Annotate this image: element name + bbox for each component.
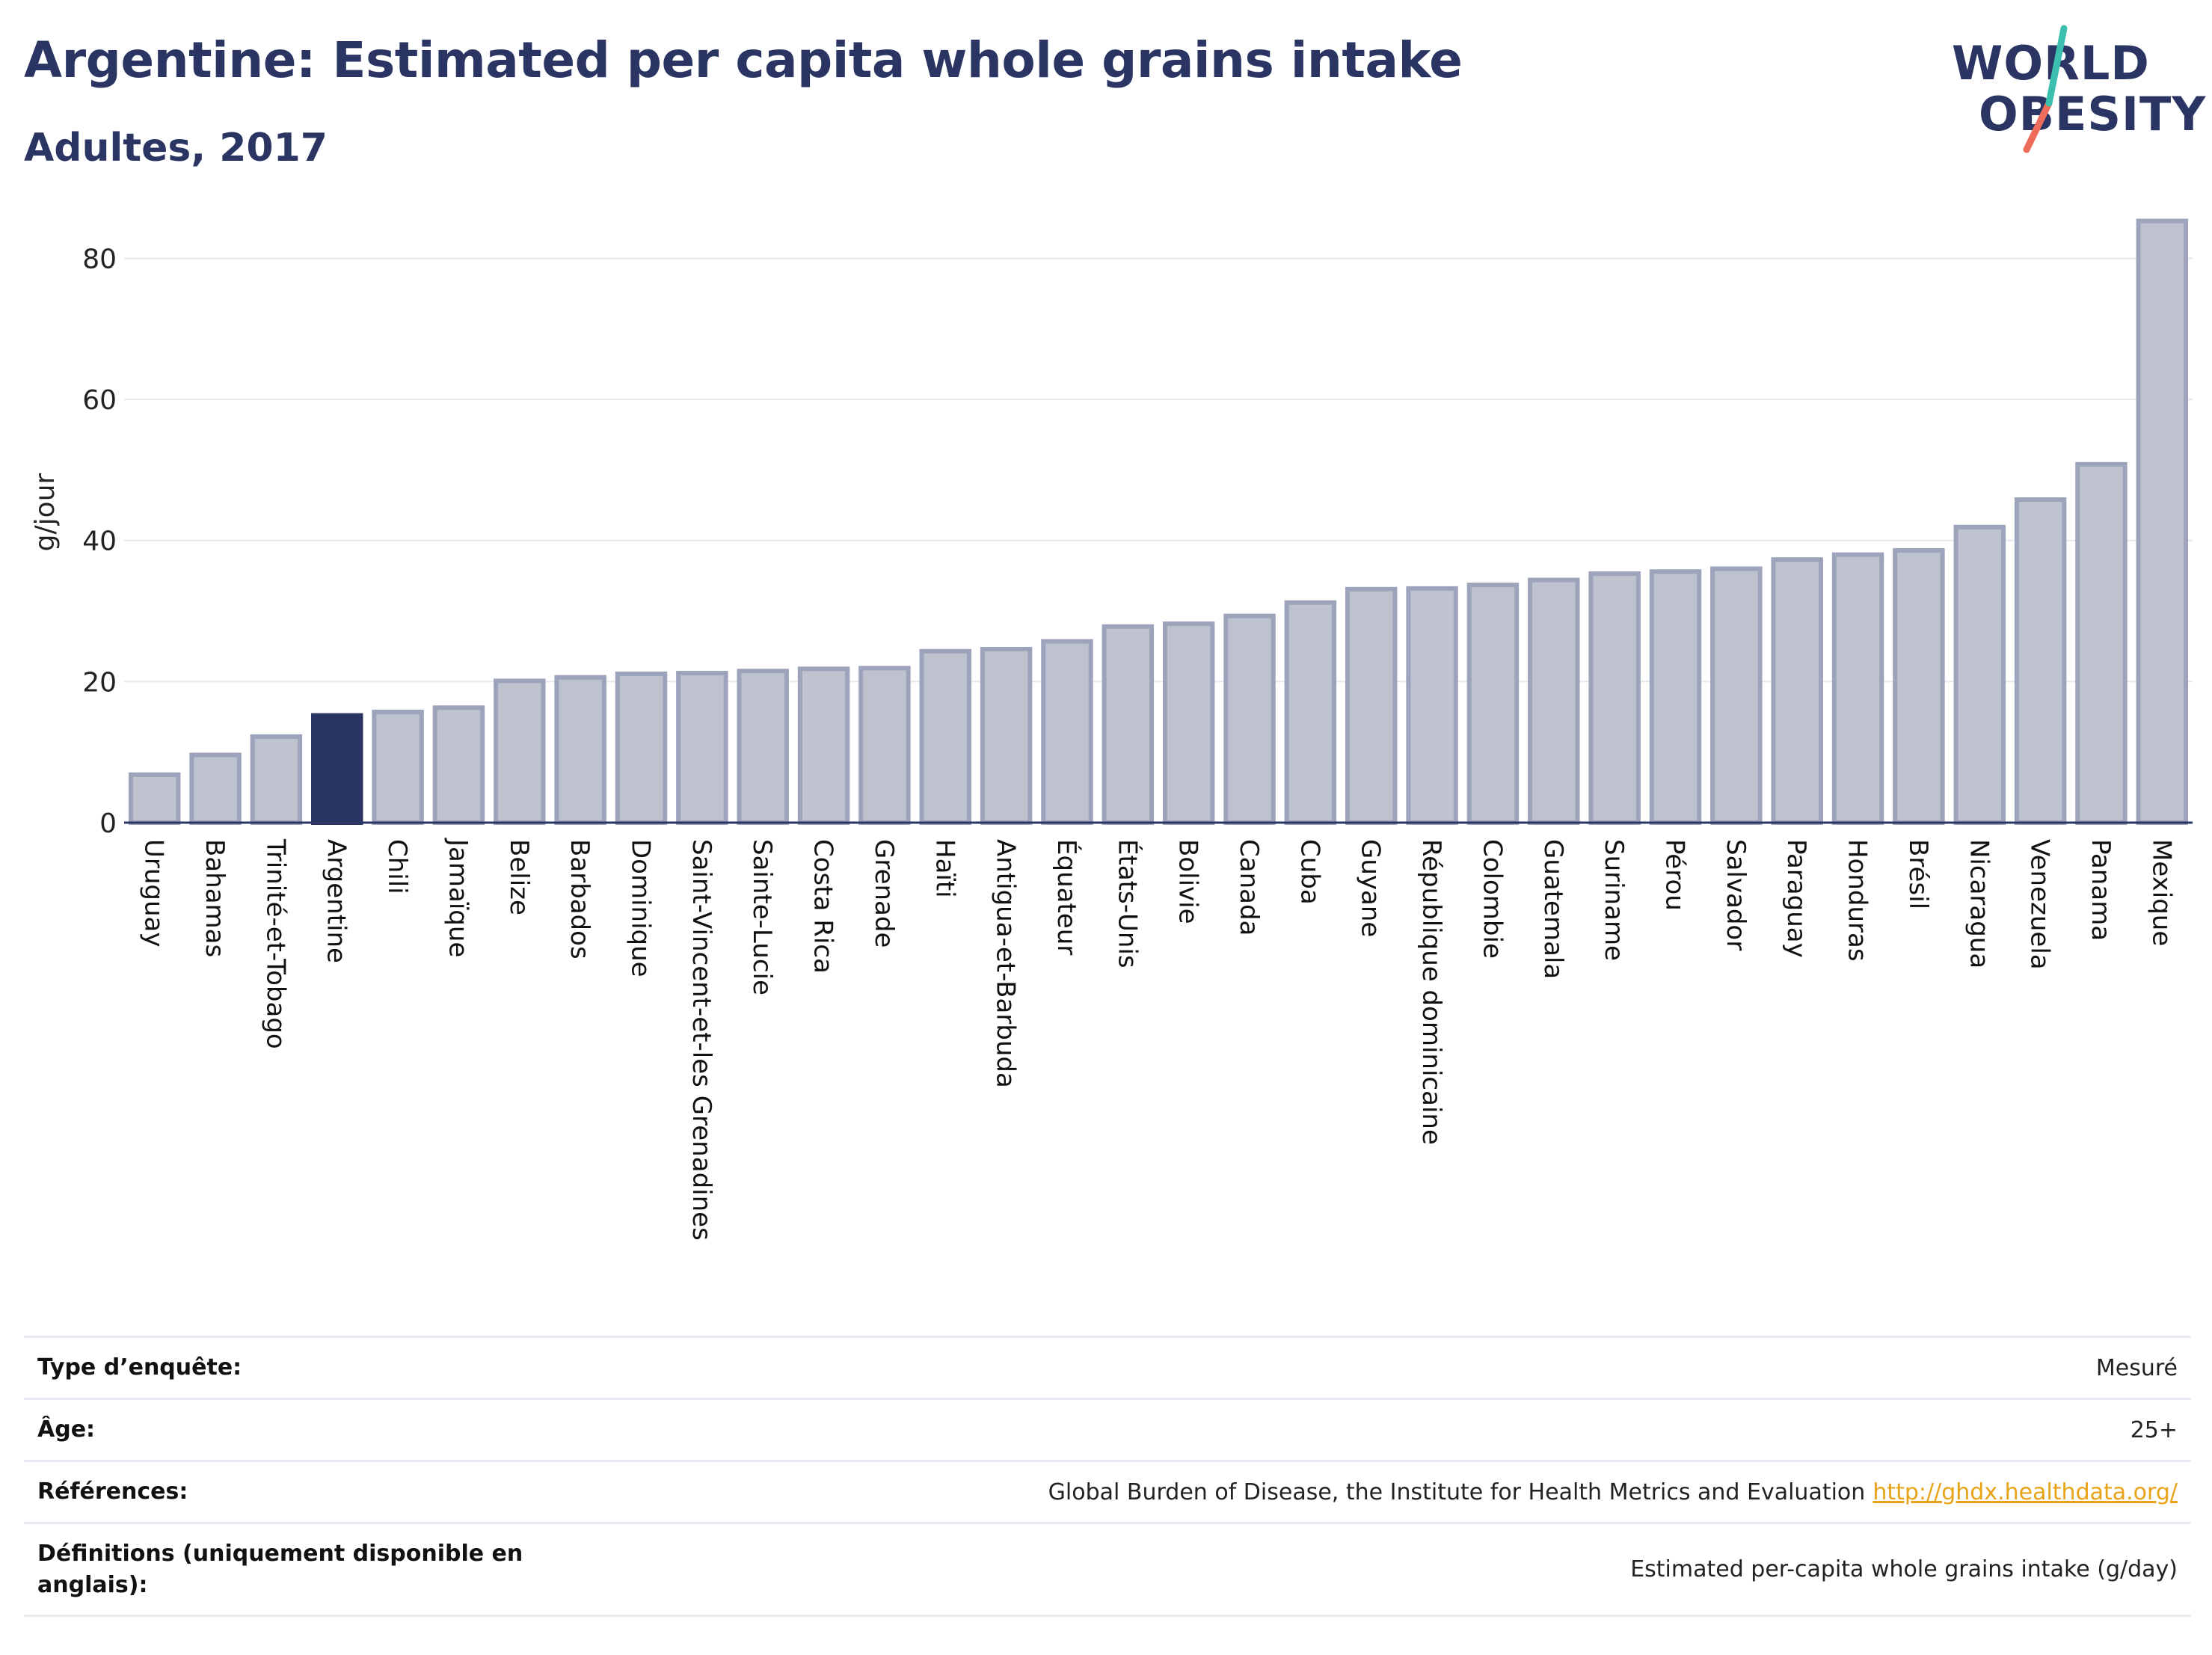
chart-title: Argentine: Estimated per capita whole gr… [24,31,1463,89]
bar-15[interactable] [1041,639,1093,826]
bar-20[interactable] [1345,586,1398,825]
bar-16[interactable] [1102,624,1155,826]
logo-word-obesity: OBESITY [1979,87,2207,141]
x-tick-label: Bolivie [1173,839,1203,924]
bars [128,218,2189,826]
x-tick-label: Grenade [869,839,899,948]
x-tick-label: Suriname [1599,839,1629,961]
y-tick-label: 0 [99,808,117,839]
y-tick-label: 40 [82,526,117,557]
bar-1[interactable] [189,752,242,825]
references-value-wrap: Global Burden of Disease, the Institute … [1048,1479,2178,1505]
x-tick-label: Brésil [1903,839,1933,909]
y-axis-ticks: 0 20 40 60 80 [82,244,117,839]
bar-8[interactable] [615,671,668,826]
survey-type-value: Mesuré [2095,1354,2178,1381]
bar-3[interactable] [311,713,363,825]
x-tick-label: Antigua-et-Barbuda [991,839,1021,1088]
bar-28[interactable] [1831,552,1884,825]
bar-30[interactable] [1953,524,2006,825]
x-tick-label: Mexique [2146,839,2176,946]
x-tick-label: États-Unis [1112,839,1143,968]
x-tick-label: Pérou [1660,839,1690,911]
y-tick-label: 80 [82,244,117,274]
x-tick-label: Dominique [626,839,656,977]
bar-11[interactable] [797,666,850,825]
y-tick-label: 20 [82,667,117,698]
logo-word-world: WORLD [1952,36,2150,90]
bar-23[interactable] [1528,577,1580,826]
bar-33[interactable] [2136,218,2189,826]
references-link[interactable]: http://ghdx.healthdata.org/ [1872,1479,2178,1505]
bar-19[interactable] [1284,600,1337,826]
bar-chart: 0 20 40 60 80 g/jour Uruguay Bahamas Trinité-e… [30,218,2193,1241]
details-table: Type d’enquête: Mesuré Âge: 25+ Référenc… [24,1336,2191,1617]
world-obesity-logo[interactable]: WORLD OBESITY [1952,22,2205,161]
references-label: Références: [37,1479,188,1505]
x-tick-label: Canada [1234,839,1264,936]
bar-18[interactable] [1223,613,1276,825]
x-tick-label: Nicaragua [1964,839,1994,968]
x-tick-label: Guatemala [1538,839,1568,979]
x-tick-label: Barbados [565,839,595,959]
x-axis-ticks: Uruguay Bahamas Trinité-et-Tobago Argentine… [139,838,2177,1241]
x-tick-label: Jamaïque [443,838,473,957]
survey-type-row: Type d’enquête: Mesuré [24,1338,2191,1400]
x-tick-label: Saint-Vincent-et-les Grenadines [686,839,716,1241]
bar-29[interactable] [1893,547,1945,825]
x-tick-label: Argentine [322,839,351,963]
x-tick-label: Chili [382,839,412,894]
bar-27[interactable] [1771,557,1823,825]
x-tick-label: République dominicaine [1416,839,1446,1145]
x-tick-label: Équateur [1051,839,1082,955]
bar-32[interactable] [2075,461,2127,825]
x-tick-label: Costa Rica [808,839,838,974]
x-tick-label: Haïti [930,839,959,898]
bar-21[interactable] [1406,586,1458,825]
x-tick-label: Paraguay [1781,839,1811,958]
bar-9[interactable] [676,671,728,826]
bar-26[interactable] [1710,566,1763,825]
bar-2[interactable] [250,734,303,826]
x-tick-label: Salvador [1721,839,1751,951]
age-value: 25+ [2130,1416,2178,1443]
x-tick-label: Trinité-et-Tobago [260,838,290,1049]
x-tick-label: Colombie [1477,839,1507,959]
x-tick-label: Panama [2086,839,2116,941]
bar-22[interactable] [1466,583,1520,825]
logo-slash-icon [2023,25,2068,153]
bar-12[interactable] [858,666,911,825]
bar-7[interactable] [554,675,606,825]
bar-4[interactable] [372,709,424,826]
age-label: Âge: [37,1416,96,1443]
bar-31[interactable] [2014,497,2067,825]
definitions-value: Estimated per-capita whole grains intake… [1630,1556,2178,1582]
y-tick-label: 60 [82,385,117,416]
bar-24[interactable] [1588,571,1641,825]
bar-0[interactable] [128,772,181,826]
bar-6[interactable] [494,678,546,826]
bar-17[interactable] [1162,621,1215,825]
x-tick-label: Uruguay [139,839,169,948]
bar-14[interactable] [980,646,1033,826]
bar-10[interactable] [737,669,789,825]
x-tick-label: Belize [504,839,534,915]
x-tick-label: Cuba [1294,839,1324,905]
y-axis-label: g/jour [30,473,61,551]
x-tick-label: Bahamas [200,839,230,957]
bar-5[interactable] [432,705,485,825]
x-tick-label: Honduras [1843,839,1872,962]
definitions-row: Définitions (uniquement disponible en an… [24,1524,2191,1617]
survey-type-label: Type d’enquête: [37,1354,242,1381]
age-row: Âge: 25+ [24,1400,2191,1462]
x-tick-label: Guyane [1356,839,1386,937]
references-row: Références: Global Burden of Disease, th… [24,1462,2191,1524]
x-tick-label: Venezuela [2025,839,2055,970]
definitions-label: Définitions (uniquement disponible en an… [37,1540,523,1598]
bar-13[interactable] [919,648,971,825]
x-tick-label: Sainte-Lucie [747,839,777,995]
bar-25[interactable] [1649,569,1702,826]
references-value: Global Burden of Disease, the Institute … [1048,1479,1866,1505]
chart-subtitle: Adultes, 2017 [24,126,328,171]
